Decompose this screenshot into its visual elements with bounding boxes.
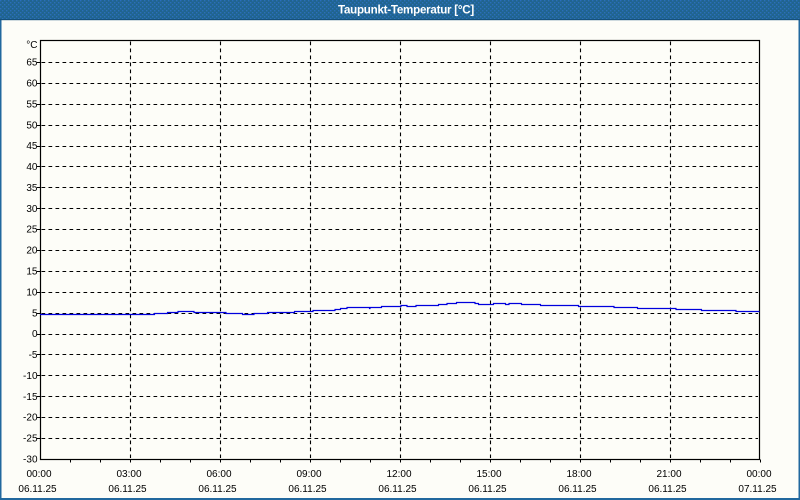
svg-text:06.11.25: 06.11.25 — [378, 484, 417, 495]
svg-text:65: 65 — [26, 58, 38, 69]
svg-text:55: 55 — [26, 99, 38, 110]
svg-text:45: 45 — [26, 141, 38, 152]
svg-text:20: 20 — [26, 246, 38, 257]
svg-text:-15: -15 — [23, 392, 38, 403]
svg-text:06.11.25: 06.11.25 — [648, 484, 687, 495]
svg-text:12:00: 12:00 — [386, 469, 411, 480]
svg-text:18:00: 18:00 — [566, 469, 591, 480]
svg-text:°C: °C — [26, 40, 37, 51]
svg-text:30: 30 — [26, 204, 38, 215]
svg-text:-25: -25 — [23, 434, 38, 445]
svg-text:06.11.25: 06.11.25 — [18, 484, 57, 495]
svg-text:-5: -5 — [29, 350, 38, 361]
svg-text:06.11.25: 06.11.25 — [108, 484, 147, 495]
svg-text:06:00: 06:00 — [206, 469, 231, 480]
svg-text:09:00: 09:00 — [296, 469, 321, 480]
svg-text:25: 25 — [26, 225, 38, 236]
svg-text:Taupunkt-Temperatur [°C]: Taupunkt-Temperatur [°C] — [338, 4, 474, 17]
svg-text:07.11.25: 07.11.25 — [738, 484, 777, 495]
svg-text:00:00: 00:00 — [746, 469, 771, 480]
svg-text:60: 60 — [26, 79, 38, 90]
svg-text:-10: -10 — [23, 371, 38, 382]
svg-text:06.11.25: 06.11.25 — [468, 484, 507, 495]
svg-text:06.11.25: 06.11.25 — [558, 484, 597, 495]
svg-text:40: 40 — [26, 162, 38, 173]
svg-text:15: 15 — [26, 267, 38, 278]
svg-text:-30: -30 — [23, 455, 38, 466]
svg-text:-20: -20 — [23, 413, 38, 424]
svg-text:06.11.25: 06.11.25 — [288, 484, 327, 495]
svg-text:35: 35 — [26, 183, 38, 194]
svg-text:15:00: 15:00 — [476, 469, 501, 480]
svg-text:5: 5 — [32, 308, 38, 319]
svg-text:21:00: 21:00 — [656, 469, 681, 480]
svg-text:10: 10 — [26, 287, 38, 298]
svg-text:0: 0 — [32, 329, 38, 340]
svg-text:50: 50 — [26, 120, 38, 131]
svg-text:03:00: 03:00 — [116, 469, 141, 480]
svg-text:00:00: 00:00 — [26, 469, 51, 480]
svg-text:06.11.25: 06.11.25 — [198, 484, 237, 495]
